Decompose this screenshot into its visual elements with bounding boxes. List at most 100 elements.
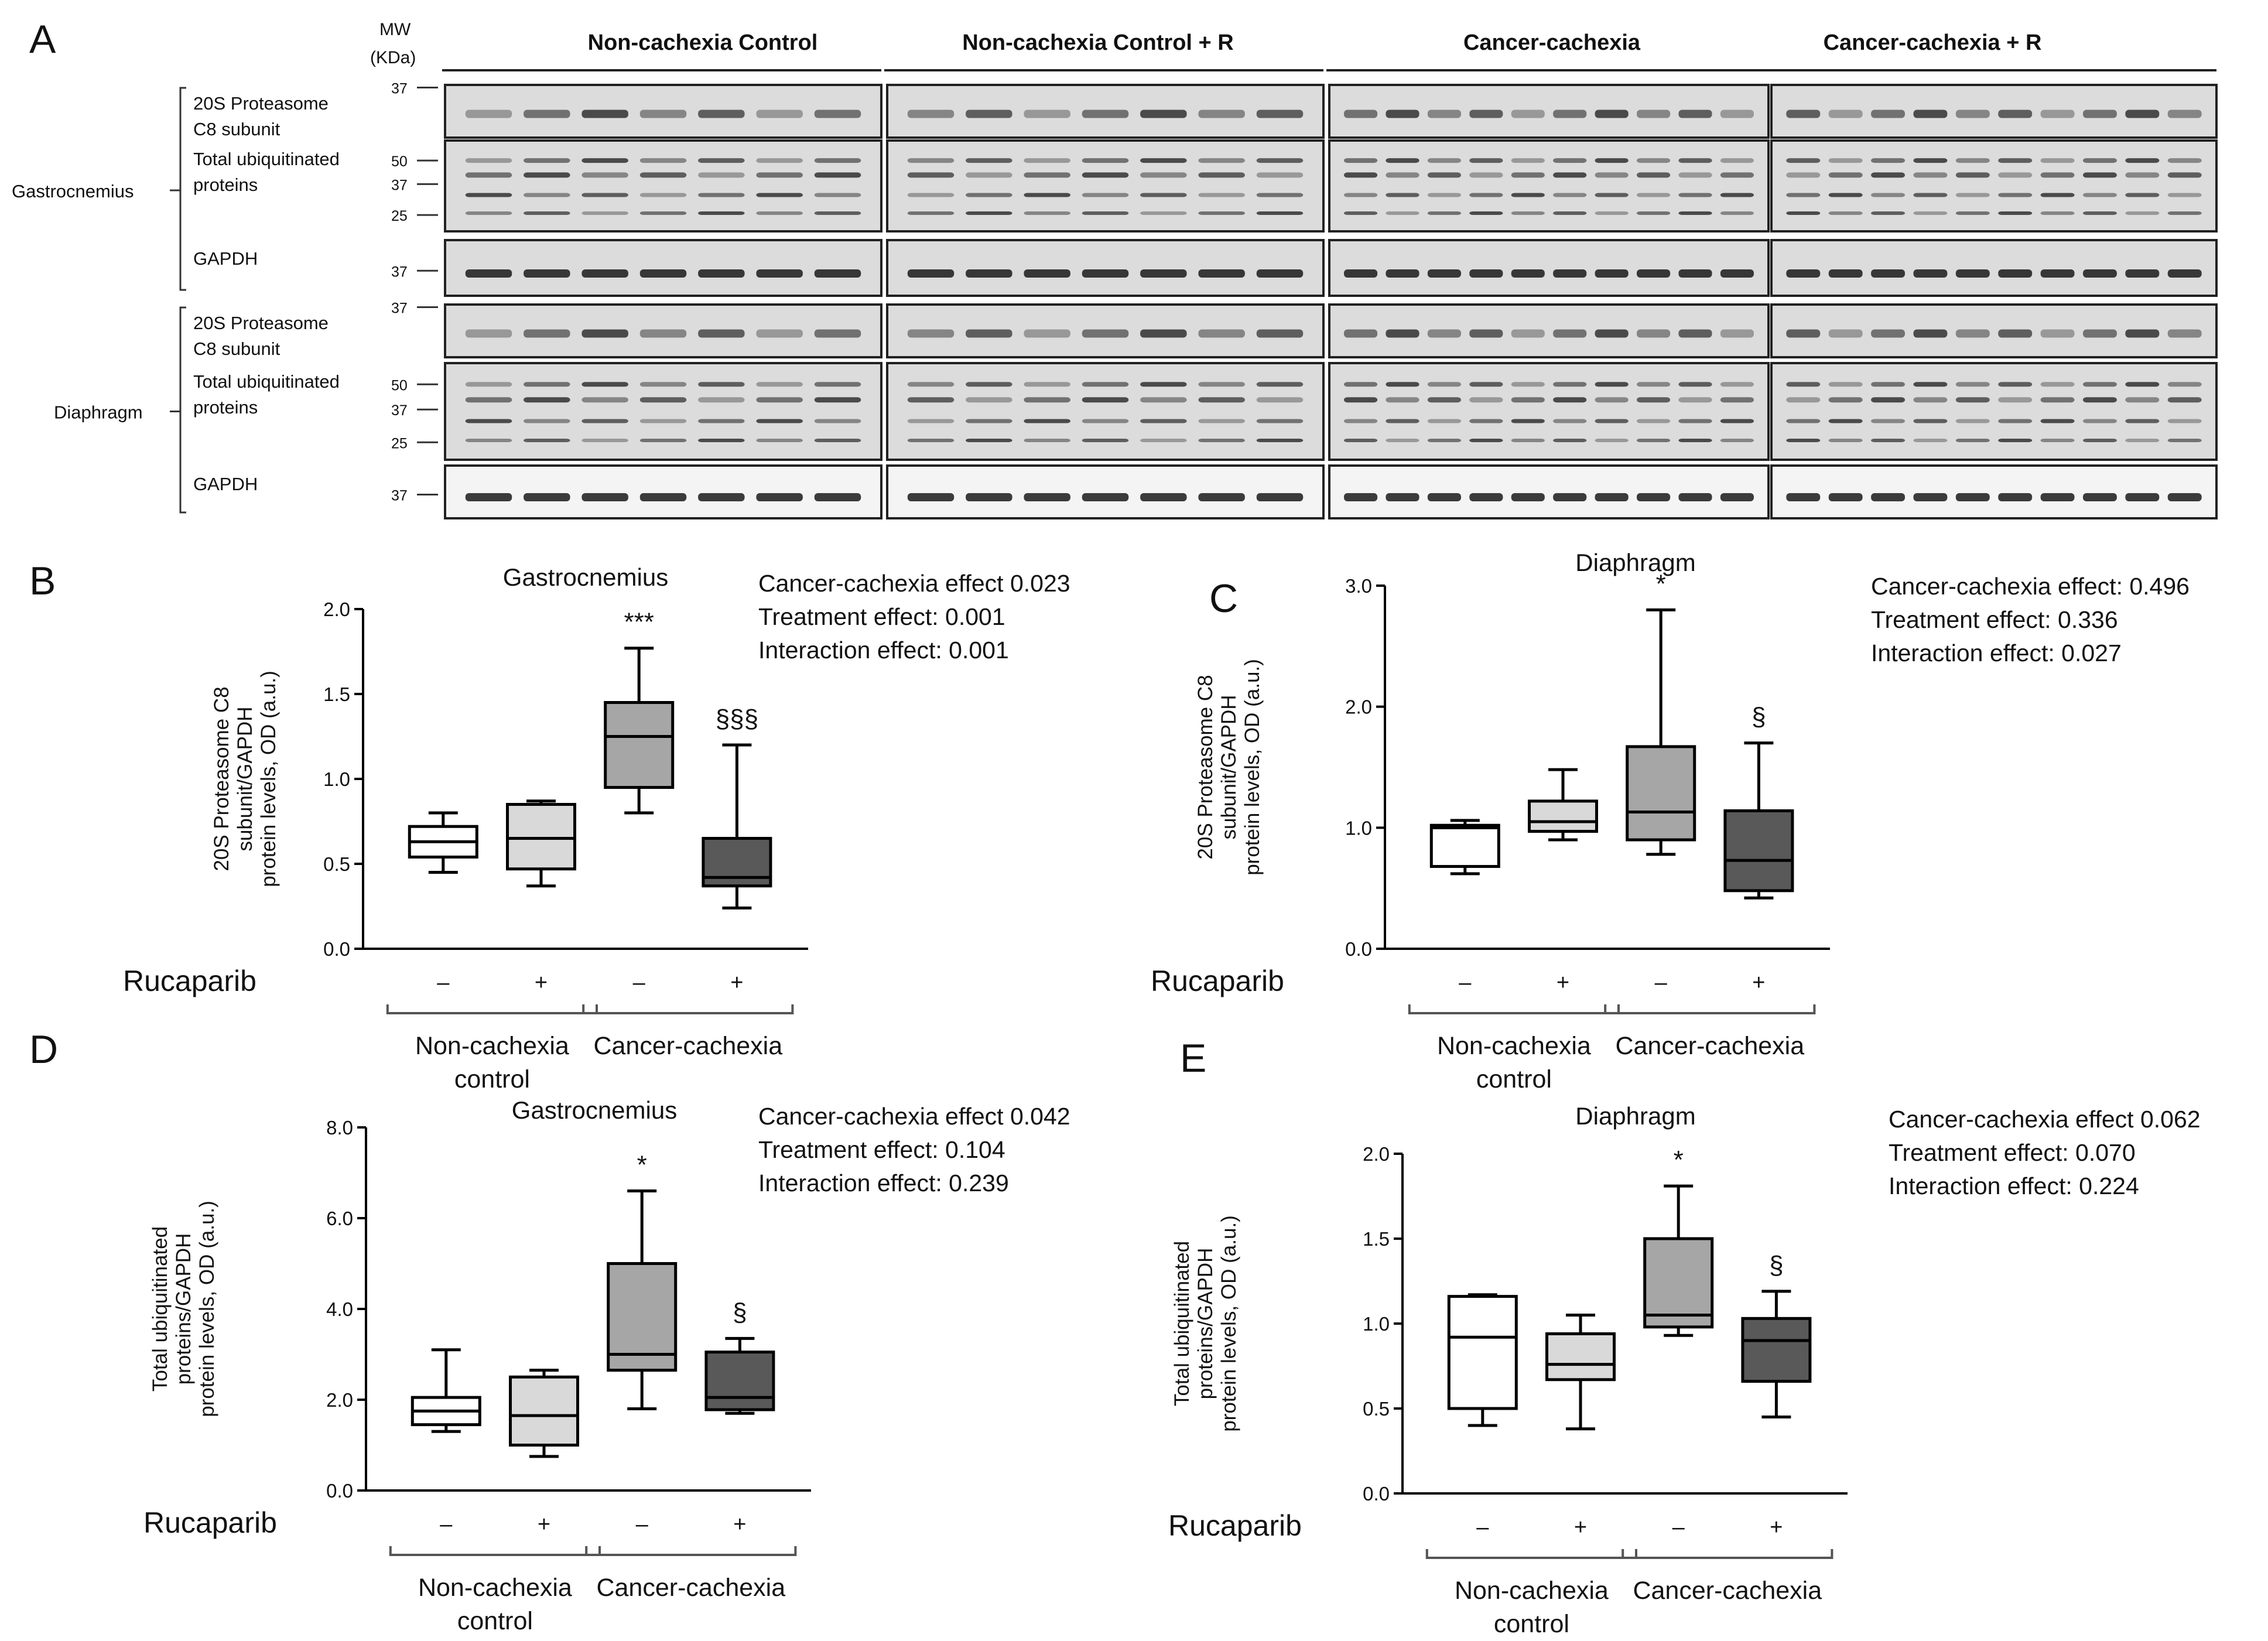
blot-band [1913,172,1948,178]
blot-band [698,329,745,338]
blot-band [814,110,861,118]
blot-band [465,493,512,501]
blot-band [1828,172,1863,178]
blot-band [756,269,803,278]
chart-title: Diaphragm [1575,549,1695,576]
blot-band [1511,439,1545,442]
treatment-sign: + [1770,1515,1783,1540]
blot-band [1720,382,1754,387]
blot-band [1637,193,1671,197]
blot-band [966,397,1012,403]
treatment-sign: – [1459,970,1472,995]
blot-band [465,382,512,387]
blot-band [1469,158,1503,163]
blot-band [1386,439,1419,442]
blot-band [698,110,745,118]
blot-strip [1770,464,2218,519]
blot-band [524,382,570,387]
rucaparib-label: Rucaparib [143,1506,277,1539]
y-tick-label: 1.5 [1363,1228,1390,1250]
blot-band [1871,493,1905,501]
blot-band [1427,493,1461,501]
blot-band [2125,397,2160,403]
blot-band [966,158,1012,163]
blot-band [907,382,955,387]
blot-band [1344,158,1378,163]
blot-band [1198,269,1245,278]
blot-band [907,211,955,215]
blot-band [1511,211,1545,215]
stat-text: Cancer-cachexia effect 0.023 [758,570,1070,597]
blot-band [1786,439,1821,442]
blot-band [1386,493,1419,501]
blot-strip [886,464,1325,519]
box [1545,1332,1616,1382]
y-tick-label: 1.5 [323,683,350,705]
blot-band [1024,493,1070,501]
blot-band [1955,193,1990,197]
blot-row-label: proteins [193,175,258,195]
blot-band [1828,110,1863,118]
stat-text: Treatment effect: 0.001 [758,603,1005,630]
blot-band [1082,193,1129,197]
blot-band [1913,329,1948,338]
blot-band [2125,419,2160,423]
y-axis-label: 20S Proteasome C8 subunit/GAPDH protein le… [210,671,280,887]
blot-band [581,110,628,118]
blot-band [1256,397,1304,403]
blot-band [1344,211,1378,215]
group-label: control [454,1065,530,1093]
y-axis-label-line: subunit/GAPDH [234,706,256,851]
blot-group-header: Cancer-cachexia [1463,30,1641,55]
blot-band [1553,172,1587,178]
blot-band [1828,493,1863,501]
blot-band [1913,110,1948,118]
blot-row-label: Total ubiquitinated [193,149,340,169]
y-axis-label: 20S Proteasome C8 subunit/GAPDH protein le… [1194,659,1264,876]
blot-band [1511,172,1545,178]
y-tick-label: 2.0 [326,1389,353,1411]
blot-band [1553,397,1587,403]
blot-band [1386,211,1419,215]
blot-band [1595,419,1629,423]
blot-band [581,493,628,501]
blot-band [2167,158,2202,163]
blot-band [1720,439,1754,442]
box [1643,1237,1714,1329]
blot-band [1786,419,1821,423]
blot-band [814,419,861,423]
blot-band [1637,493,1671,501]
blot-band [2083,382,2117,387]
blot-band [1344,269,1378,278]
blot-band [465,172,512,178]
blot-band [814,211,861,215]
blot-band [1678,110,1712,118]
blot-band [1344,419,1378,423]
box [607,1262,678,1372]
blot-band [1678,382,1712,387]
mw-header-line1: MW [379,20,411,39]
blot-band [1913,211,1948,215]
blot-band [1553,269,1587,278]
blot-band [639,172,687,178]
blot-band [1637,110,1671,118]
blot-row-label: C8 subunit [193,119,280,139]
blot-band [2125,172,2160,178]
group-label: Non-cachexia [1455,1577,1609,1605]
blot-row-label: GAPDH [193,474,258,494]
blot-band [907,493,955,501]
blot-band [1024,172,1070,178]
significance-mark: *** [624,608,654,637]
blot-band [756,439,803,442]
blot-band [1256,439,1304,442]
y-axis-label-line: proteins/GAPDH [1194,1248,1217,1400]
blot-band [2083,329,2117,338]
blot-band [1720,211,1754,215]
blot-band [1386,269,1419,278]
blot-band [1553,158,1587,163]
treatment-sign: – [1476,1515,1489,1540]
blot-band [2167,397,2202,403]
tissue-bracket [179,306,186,514]
blot-band [1786,329,1821,338]
blot-band [1198,110,1245,118]
